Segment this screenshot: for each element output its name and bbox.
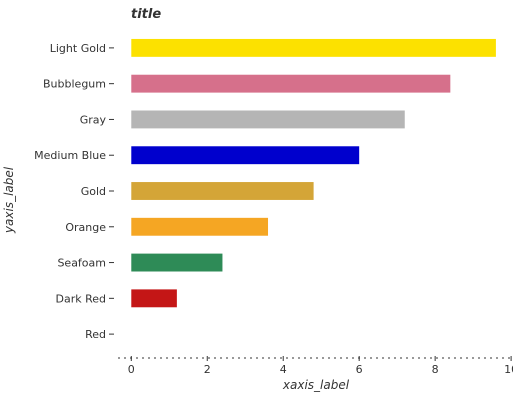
x-axis-title: xaxis_label bbox=[282, 378, 350, 392]
bar-dark-red bbox=[131, 289, 177, 308]
x-axis: 0 2 4 6 8 10 bbox=[118, 356, 513, 376]
bar-orange bbox=[131, 217, 269, 236]
x-tick-label: 0 bbox=[128, 363, 135, 376]
bar-medium-blue bbox=[131, 146, 360, 165]
category-label: Red bbox=[85, 328, 106, 341]
y-axis-title: yaxis_label bbox=[2, 166, 16, 234]
x-tick-label: 8 bbox=[432, 363, 439, 376]
bar-seafoam bbox=[131, 253, 223, 272]
bar-light-gold bbox=[131, 38, 496, 57]
category-label: Medium Blue bbox=[34, 149, 106, 162]
x-tick-label: 4 bbox=[280, 363, 287, 376]
bars-group bbox=[131, 38, 496, 308]
bar-gold bbox=[131, 182, 314, 200]
category-label: Bubblegum bbox=[43, 78, 106, 91]
x-tick-label: 2 bbox=[204, 363, 211, 376]
category-label: Gold bbox=[81, 185, 106, 198]
category-label: Orange bbox=[65, 221, 106, 234]
category-label: Seafoam bbox=[57, 257, 106, 270]
category-label: Light Gold bbox=[50, 42, 106, 55]
x-tick-label: 6 bbox=[356, 363, 363, 376]
category-label: Gray bbox=[80, 113, 107, 126]
category-label: Dark Red bbox=[56, 292, 107, 305]
bar-gray bbox=[131, 110, 405, 129]
x-tick-label: 10 bbox=[504, 363, 513, 376]
bar-bubblegum bbox=[131, 74, 451, 93]
category-labels: Red Dark Red Seafoam Orange Gold Medium Blue G… bbox=[34, 42, 114, 341]
chart-title: title bbox=[131, 7, 161, 22]
